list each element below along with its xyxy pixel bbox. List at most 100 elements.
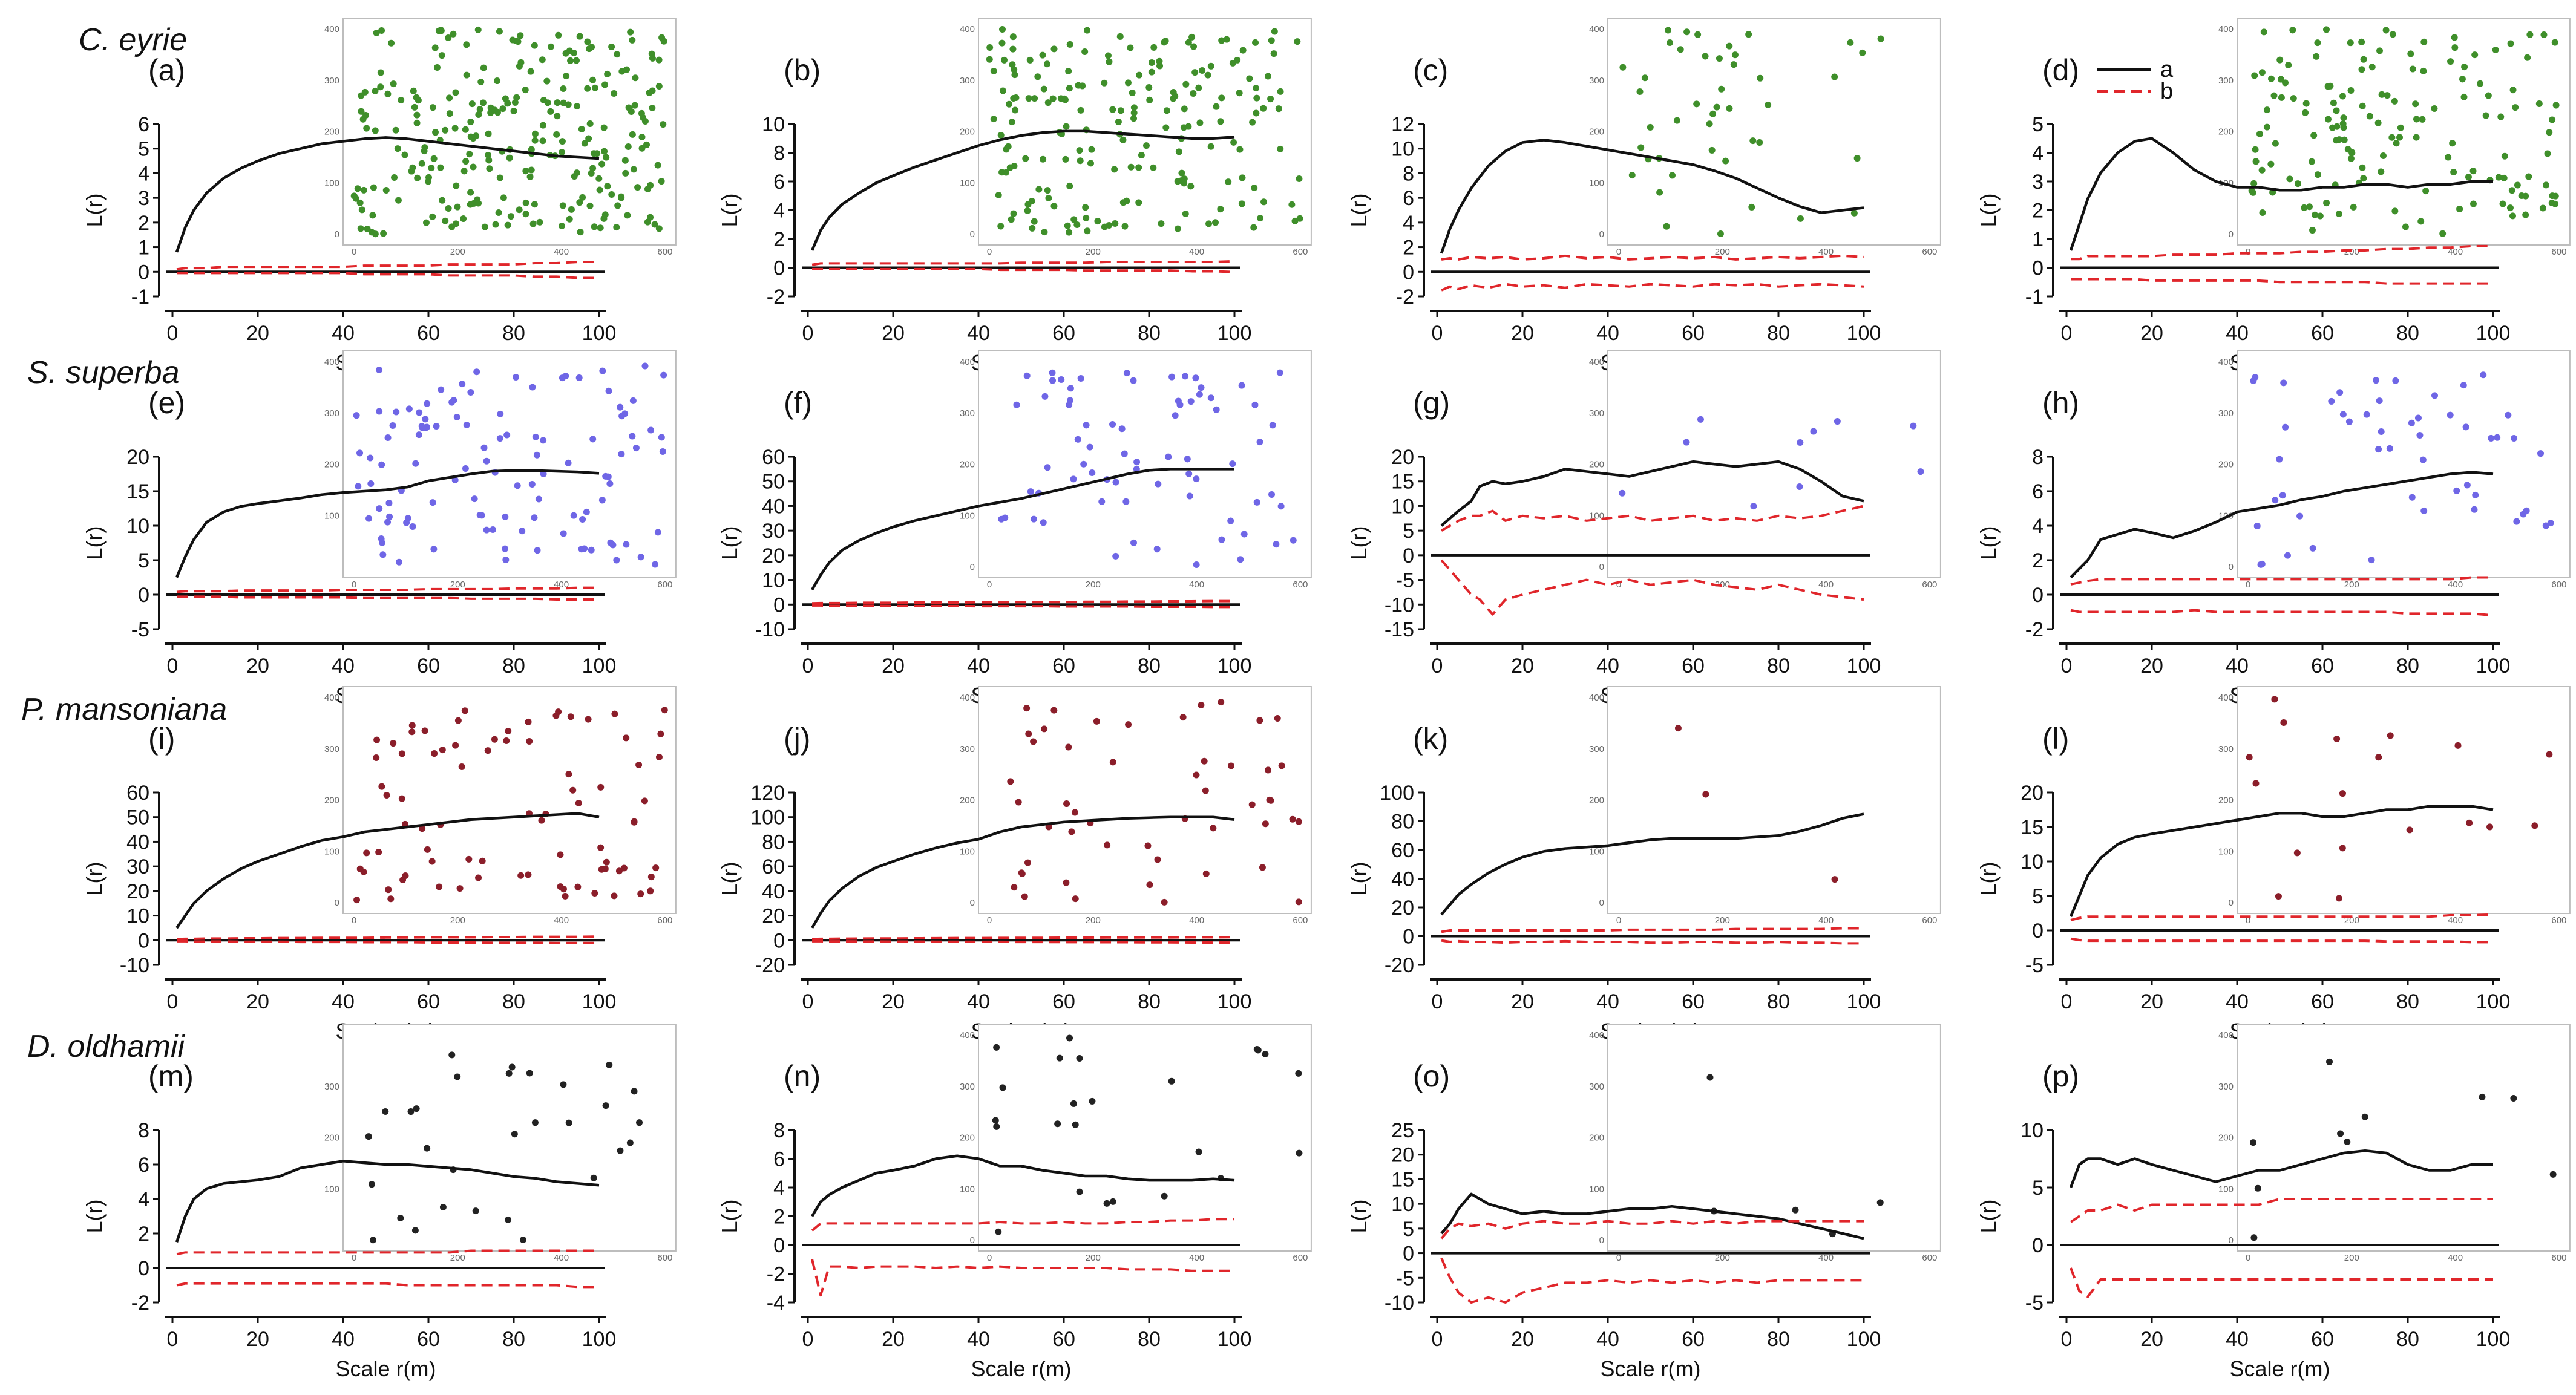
- inset-point: [2314, 39, 2321, 47]
- inset-point: [2391, 207, 2399, 215]
- inset-point: [1168, 1077, 1175, 1085]
- inset-point: [2462, 423, 2469, 431]
- inset-point: [1198, 702, 1205, 709]
- inset-point: [1749, 137, 1757, 145]
- inset-point: [588, 546, 595, 554]
- y-tick-label: 0: [138, 261, 149, 284]
- inset-point: [1115, 118, 1122, 125]
- inset-point: [2316, 212, 2324, 220]
- y-tick-label: 20: [2020, 782, 2043, 805]
- inset-point: [565, 771, 572, 778]
- inset-point: [1179, 714, 1187, 721]
- inset-point: [560, 886, 567, 893]
- y-tick-label: 80: [762, 831, 785, 854]
- inset-point: [1223, 36, 1230, 43]
- inset-point: [2252, 158, 2260, 165]
- inset-point: [492, 221, 499, 228]
- inset-point: [591, 84, 598, 91]
- inset-point: [358, 206, 365, 214]
- inset-point: [1265, 766, 1272, 774]
- inset-point: [1180, 124, 1187, 131]
- x-tick-label: 60: [417, 1328, 440, 1351]
- inset-point: [611, 710, 618, 717]
- inset-point: [589, 436, 597, 443]
- inset-point: [2324, 116, 2332, 123]
- inset-point: [1168, 373, 1176, 381]
- y-tick-label: 120: [750, 782, 785, 805]
- species-label-2: P. mansoniana: [21, 692, 228, 727]
- inset-point: [1050, 45, 1058, 53]
- x-tick-label: 60: [1682, 655, 1705, 678]
- inset-point: [1253, 94, 1260, 102]
- series-line-b-upper: [1441, 505, 1864, 532]
- inset-point: [2499, 200, 2506, 207]
- inset-point: [2258, 560, 2266, 567]
- inset-point: [995, 192, 1002, 199]
- inset-point: [1267, 96, 1274, 103]
- inset-point: [496, 174, 503, 181]
- y-tick-label: -1: [2025, 286, 2043, 309]
- inset-point: [514, 38, 522, 45]
- inset-point: [365, 1133, 372, 1140]
- inset-y-tick: 300: [2218, 1082, 2234, 1092]
- y-tick-label: 3: [138, 187, 149, 210]
- series-line-observed: [811, 468, 1234, 590]
- inset-point: [2374, 119, 2382, 126]
- inset-x-tick: 400: [2448, 247, 2463, 257]
- inset-point: [2406, 826, 2413, 834]
- y-tick-label: 10: [126, 515, 149, 538]
- inset-point: [608, 191, 615, 198]
- inset-point: [1748, 203, 1755, 211]
- y-tick-label: 4: [1403, 212, 1414, 235]
- inset-point: [2279, 492, 2286, 499]
- inset-point: [1083, 214, 1090, 221]
- inset-point: [2336, 895, 2343, 902]
- inset-point: [1161, 898, 1168, 906]
- inset-x-tick: 0: [352, 915, 356, 926]
- inset-point: [2341, 136, 2348, 143]
- y-tick-label: 6: [2032, 480, 2043, 503]
- inset-point: [1082, 204, 1089, 211]
- y-tick-label: 5: [1403, 520, 1414, 543]
- y-tick-label: 10: [762, 113, 785, 136]
- inset-point: [1647, 123, 1654, 131]
- y-tick-label: 2: [773, 228, 785, 251]
- inset-point: [1109, 1198, 1116, 1205]
- inset-point: [2469, 168, 2477, 175]
- inset-point: [1619, 489, 1626, 497]
- inset-point: [647, 214, 654, 221]
- inset-point: [1133, 465, 1140, 472]
- inset-point: [1029, 224, 1036, 232]
- y-tick-label: 60: [1391, 839, 1414, 862]
- series-line-observed: [2069, 1149, 2493, 1188]
- inset-point: [608, 43, 615, 50]
- inset-x-tick: 600: [1293, 247, 1308, 257]
- series-line-b-lower: [812, 267, 1235, 273]
- panel-letter: (i): [148, 722, 175, 756]
- inset-point: [2310, 132, 2318, 139]
- y-tick-label: 0: [2032, 257, 2043, 280]
- panel-m: 0 200 400 600 100 200 300 0 20 40 60 80 100 -2 0 2 4 6 8 Sc…: [82, 1024, 677, 1381]
- inset-point: [395, 197, 402, 204]
- inset-point: [1148, 68, 1155, 76]
- inset-point: [503, 431, 511, 439]
- inset-point: [583, 508, 590, 515]
- x-tick-label: 40: [967, 322, 990, 345]
- inset-point: [2360, 56, 2367, 63]
- y-tick-label: 0: [138, 929, 149, 952]
- inset-point: [576, 33, 583, 40]
- inset-point: [586, 120, 594, 128]
- x-tick-label: 100: [1218, 1328, 1252, 1351]
- inset-point: [1722, 157, 1729, 165]
- inset-point: [375, 849, 382, 856]
- inset-point: [540, 97, 547, 104]
- inset-x-tick: 200: [2344, 580, 2359, 590]
- panel-letter: (m): [148, 1059, 194, 1093]
- inset-point: [2549, 1171, 2557, 1178]
- y-tick-label: 4: [773, 200, 785, 223]
- inset-point: [1049, 95, 1057, 102]
- x-tick-label: 20: [246, 322, 269, 345]
- y-tick-label: 10: [2020, 1119, 2043, 1142]
- inset-point: [2408, 494, 2416, 501]
- x-tick-label: 20: [2140, 990, 2163, 1013]
